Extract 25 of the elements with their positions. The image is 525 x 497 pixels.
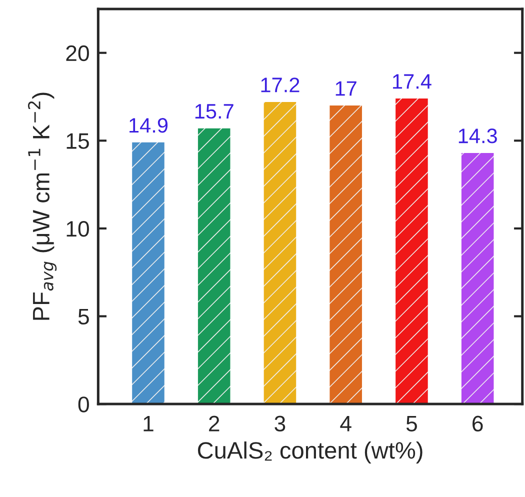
x-tick-label: 2 — [209, 416, 220, 432]
data-label: 17.2 — [261, 78, 300, 92]
data-label: 15.7 — [195, 104, 234, 119]
bar — [264, 102, 296, 404]
bar — [461, 152, 494, 404]
data-label: 14.3 — [458, 128, 497, 144]
bar — [198, 128, 230, 404]
y-tick-label: 15 — [66, 133, 89, 149]
data-label: 17.4 — [393, 74, 432, 89]
y-tick-label: 0 — [78, 396, 89, 412]
y-tick-label: 10 — [66, 220, 89, 237]
y-tick-label: 5 — [78, 309, 89, 325]
x-tick-label: 4 — [340, 416, 352, 432]
bar — [330, 106, 362, 404]
data-label: 17 — [336, 81, 356, 96]
x-tick-label: 5 — [406, 416, 417, 432]
data-label: 14.9 — [130, 118, 168, 133]
y-axis-title: PF$_{avg}$ (μW cm$^{−1}$ K$^{−2}$) — [28, 92, 57, 320]
bar — [132, 142, 164, 404]
bar — [396, 98, 428, 404]
x-tick-label: 6 — [472, 416, 483, 432]
y-tick-label: 20 — [66, 45, 89, 62]
x-axis-title: CuAlS₂ content (wt%) — [198, 441, 422, 464]
x-tick-label: 1 — [144, 416, 154, 432]
x-tick-label: 3 — [274, 416, 286, 432]
